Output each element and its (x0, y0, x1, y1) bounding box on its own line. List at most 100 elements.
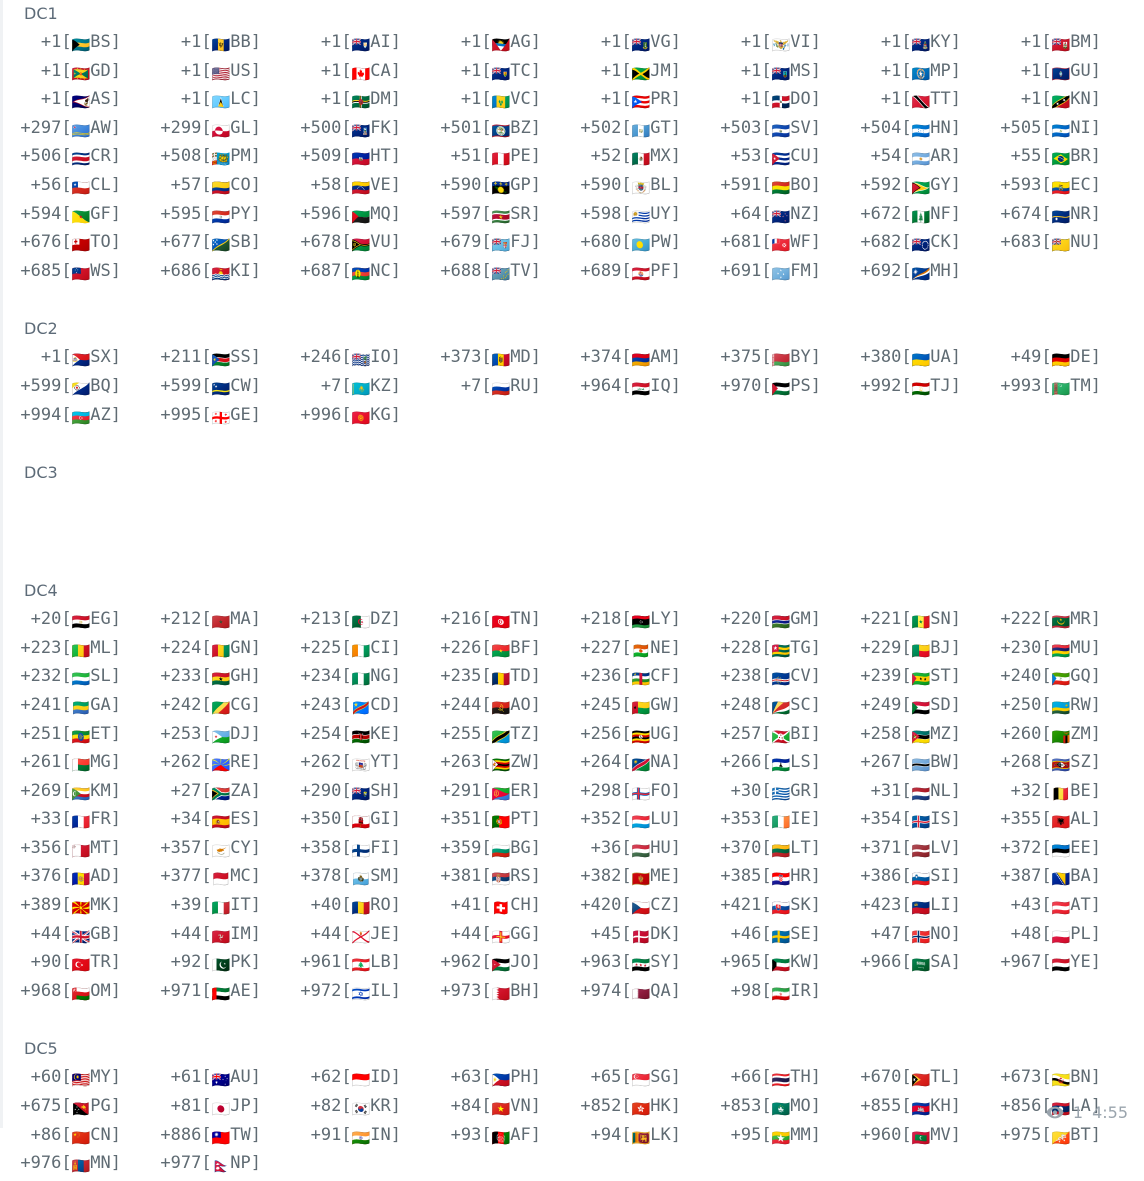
dial-code-entry[interactable]: +386[🇸🇮SI] (843, 862, 983, 891)
dial-code-entry[interactable]: +45[🇩🇰DK] (563, 920, 703, 949)
dial-code-entry[interactable]: +258[🇲🇿MZ] (843, 720, 983, 749)
dial-code-entry[interactable]: +291[🇪🇷ER] (423, 777, 563, 806)
dial-code-entry[interactable]: +675[🇵🇬PG] (3, 1092, 143, 1121)
dial-code-entry[interactable]: +56[🇨🇱CL] (3, 171, 143, 200)
dial-code-entry[interactable]: +681[🇼🇫WF] (703, 228, 843, 257)
dial-code-entry[interactable]: +960[🇲🇻MV] (843, 1121, 983, 1150)
dial-code-entry[interactable]: +382[🇲🇪ME] (563, 862, 703, 891)
dial-code-entry[interactable]: +239[🇸🇹ST] (843, 662, 983, 691)
dial-code-entry[interactable]: +1[🇱🇨LC] (143, 85, 283, 114)
dial-code-entry[interactable]: +262[🇷🇪RE] (143, 748, 283, 777)
dial-code-entry[interactable]: +378[🇸🇲SM] (283, 862, 423, 891)
dial-code-entry[interactable]: +39[🇮🇹IT] (143, 891, 283, 920)
dial-code-entry[interactable]: +974[🇶🇦QA] (563, 977, 703, 1006)
dial-code-entry[interactable]: +46[🇸🇪SE] (703, 920, 843, 949)
dial-code-entry[interactable]: +676[🇹🇴TO] (3, 228, 143, 257)
dial-code-entry[interactable]: +232[🇸🇱SL] (3, 662, 143, 691)
dial-code-entry[interactable]: +221[🇸🇳SN] (843, 605, 983, 634)
dial-code-entry[interactable]: +20[🇪🇬EG] (3, 605, 143, 634)
dial-code-entry[interactable]: +374[🇦🇲AM] (563, 343, 703, 372)
dial-code-entry[interactable]: +852[🇭🇰HK] (563, 1092, 703, 1121)
dial-code-entry[interactable]: +218[🇱🇾LY] (563, 605, 703, 634)
dial-code-entry[interactable]: +686[🇰🇮KI] (143, 257, 283, 286)
dial-code-entry[interactable]: +234[🇳🇬NG] (283, 662, 423, 691)
dial-code-entry[interactable]: +93[🇦🇫AF] (423, 1121, 563, 1150)
dial-code-entry[interactable]: +34[🇪🇸ES] (143, 805, 283, 834)
dial-code-entry[interactable]: +593[🇪🇨EC] (983, 171, 1123, 200)
dial-code-entry[interactable]: +44[🇯🇪JE] (283, 920, 423, 949)
dial-code-entry[interactable]: +41[🇨🇭CH] (423, 891, 563, 920)
dial-code-entry[interactable]: +594[🇬🇫GF] (3, 200, 143, 229)
dial-code-entry[interactable]: +241[🇬🇦GA] (3, 691, 143, 720)
dial-code-entry[interactable]: +1[🇧🇸BS] (3, 28, 143, 57)
dial-code-entry[interactable]: +1[🇻🇨VC] (423, 85, 563, 114)
dial-code-entry[interactable]: +376[🇦🇩AD] (3, 862, 143, 891)
dial-code-entry[interactable]: +358[🇫🇮FI] (283, 834, 423, 863)
dial-code-entry[interactable]: +370[🇱🇹LT] (703, 834, 843, 863)
dial-code-entry[interactable]: +62[🇮🇩ID] (283, 1063, 423, 1092)
dial-code-entry[interactable]: +677[🇸🇧SB] (143, 228, 283, 257)
dial-code-entry[interactable]: +501[🇧🇿BZ] (423, 114, 563, 143)
dial-code-entry[interactable]: +505[🇳🇮NI] (983, 114, 1123, 143)
dial-code-entry[interactable]: +94[🇱🇰LK] (563, 1121, 703, 1150)
dial-code-entry[interactable]: +1[🇩🇴DO] (703, 85, 843, 114)
dial-code-entry[interactable]: +599[🇧🇶BQ] (3, 372, 143, 401)
dial-code-entry[interactable]: +380[🇺🇦UA] (843, 343, 983, 372)
dial-code-entry[interactable]: +599[🇨🇼CW] (143, 372, 283, 401)
dial-code-entry[interactable]: +243[🇨🇩CD] (283, 691, 423, 720)
dial-code-entry[interactable]: +240[🇬🇶GQ] (983, 662, 1123, 691)
dial-code-entry[interactable]: +52[🇲🇽MX] (563, 142, 703, 171)
dial-code-entry[interactable]: +251[🇪🇹ET] (3, 720, 143, 749)
dial-code-entry[interactable]: +242[🇨🇬CG] (143, 691, 283, 720)
dial-code-entry[interactable]: +506[🇨🇷CR] (3, 142, 143, 171)
dial-code-entry[interactable]: +223[🇲🇱ML] (3, 634, 143, 663)
dial-code-entry[interactable]: +673[🇧🇳BN] (983, 1063, 1123, 1092)
dial-code-entry[interactable]: +509[🇭🇹HT] (283, 142, 423, 171)
dial-code-entry[interactable]: +502[🇬🇹GT] (563, 114, 703, 143)
dial-code-entry[interactable]: +678[🇻🇺VU] (283, 228, 423, 257)
dial-code-entry[interactable]: +973[🇧🇭BH] (423, 977, 563, 1006)
dial-code-entry[interactable]: +964[🇮🇶IQ] (563, 372, 703, 401)
dial-code-entry[interactable]: +229[🇧🇯BJ] (843, 634, 983, 663)
dial-code-entry[interactable]: +44[🇮🇲IM] (143, 920, 283, 949)
dial-code-entry[interactable]: +238[🇨🇻CV] (703, 662, 843, 691)
dial-code-entry[interactable]: +1[🇺🇸US] (143, 57, 283, 86)
dial-code-entry[interactable]: +685[🇼🇸WS] (3, 257, 143, 286)
dial-code-entry[interactable]: +355[🇦🇱AL] (983, 805, 1123, 834)
dial-code-entry[interactable]: +354[🇮🇸IS] (843, 805, 983, 834)
dial-code-entry[interactable]: +255[🇹🇿TZ] (423, 720, 563, 749)
dial-code-entry[interactable]: +597[🇸🇷SR] (423, 200, 563, 229)
dial-code-entry[interactable]: +227[🇳🇪NE] (563, 634, 703, 663)
dial-code-entry[interactable]: +375[🇧🇾BY] (703, 343, 843, 372)
dial-code-entry[interactable]: +225[🇨🇮CI] (283, 634, 423, 663)
dial-code-entry[interactable]: +32[🇧🇪BE] (983, 777, 1123, 806)
dial-code-entry[interactable]: +216[🇹🇳TN] (423, 605, 563, 634)
dial-code-entry[interactable]: +971[🇦🇪AE] (143, 977, 283, 1006)
dial-code-entry[interactable]: +266[🇱🇸LS] (703, 748, 843, 777)
dial-code-entry[interactable]: +359[🇧🇬BG] (423, 834, 563, 863)
dial-code-entry[interactable]: +224[🇬🇳GN] (143, 634, 283, 663)
dial-code-entry[interactable]: +40[🇷🇴RO] (283, 891, 423, 920)
dial-code-entry[interactable]: +91[🇮🇳IN] (283, 1121, 423, 1150)
dial-code-entry[interactable]: +257[🇧🇮BI] (703, 720, 843, 749)
dial-code-entry[interactable]: +961[🇱🇧LB] (283, 948, 423, 977)
dial-code-entry[interactable]: +236[🇨🇫CF] (563, 662, 703, 691)
dial-code-entry[interactable]: +1[🇻🇮VI] (703, 28, 843, 57)
dial-code-entry[interactable]: +590[🇧🇱BL] (563, 171, 703, 200)
dial-code-entry[interactable]: +350[🇬🇮GI] (283, 805, 423, 834)
dial-code-entry[interactable]: +297[🇦🇼AW] (3, 114, 143, 143)
dial-code-entry[interactable]: +992[🇹🇯TJ] (843, 372, 983, 401)
dial-code-entry[interactable]: +968[🇴🇲OM] (3, 977, 143, 1006)
dial-code-entry[interactable]: +1[🇰🇾KY] (843, 28, 983, 57)
dial-code-entry[interactable]: +49[🇩🇪DE] (983, 343, 1123, 372)
dial-code-entry[interactable]: +977[🇳🇵NP] (143, 1149, 283, 1178)
dial-code-entry[interactable]: +967[🇾🇪YE] (983, 948, 1123, 977)
dial-code-entry[interactable]: +372[🇪🇪EE] (983, 834, 1123, 863)
dial-code-entry[interactable]: +212[🇲🇦MA] (143, 605, 283, 634)
dial-code-entry[interactable]: +256[🇺🇬UG] (563, 720, 703, 749)
dial-code-entry[interactable]: +1[🇯🇲JM] (563, 57, 703, 86)
dial-code-entry[interactable]: +682[🇨🇰CK] (843, 228, 983, 257)
dial-code-entry[interactable]: +44[🇬🇬GG] (423, 920, 563, 949)
dial-code-entry[interactable]: +211[🇸🇸SS] (143, 343, 283, 372)
dial-code-entry[interactable]: +1[🇰🇳KN] (983, 85, 1123, 114)
